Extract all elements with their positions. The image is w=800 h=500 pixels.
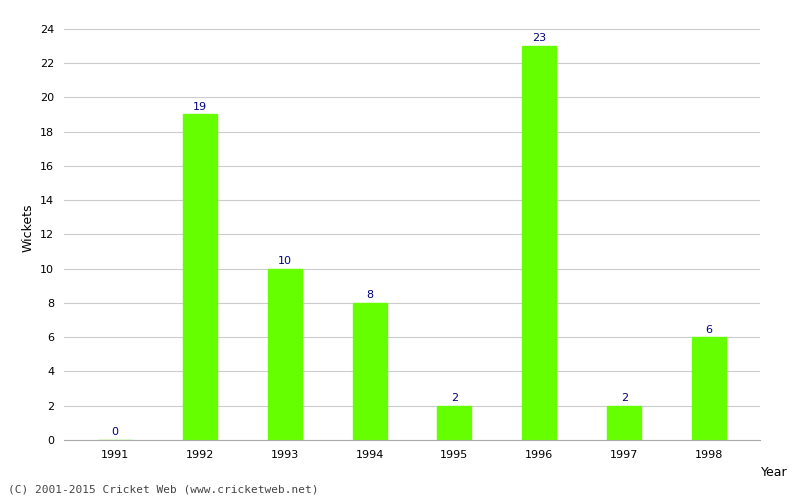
Text: 6: 6: [706, 324, 713, 334]
Text: 23: 23: [532, 34, 546, 43]
Text: 8: 8: [366, 290, 373, 300]
Y-axis label: Wickets: Wickets: [22, 203, 34, 252]
Bar: [607, 406, 641, 440]
Text: 2: 2: [621, 393, 628, 403]
Bar: [438, 406, 471, 440]
Bar: [353, 303, 386, 440]
Text: 0: 0: [111, 428, 118, 438]
Text: 19: 19: [193, 102, 207, 112]
Text: 10: 10: [278, 256, 292, 266]
Bar: [692, 337, 726, 440]
X-axis label: Year: Year: [761, 466, 787, 478]
Bar: [268, 268, 302, 440]
Text: (C) 2001-2015 Cricket Web (www.cricketweb.net): (C) 2001-2015 Cricket Web (www.cricketwe…: [8, 485, 318, 495]
Bar: [522, 46, 556, 440]
Text: 2: 2: [451, 393, 458, 403]
Bar: [183, 114, 217, 440]
